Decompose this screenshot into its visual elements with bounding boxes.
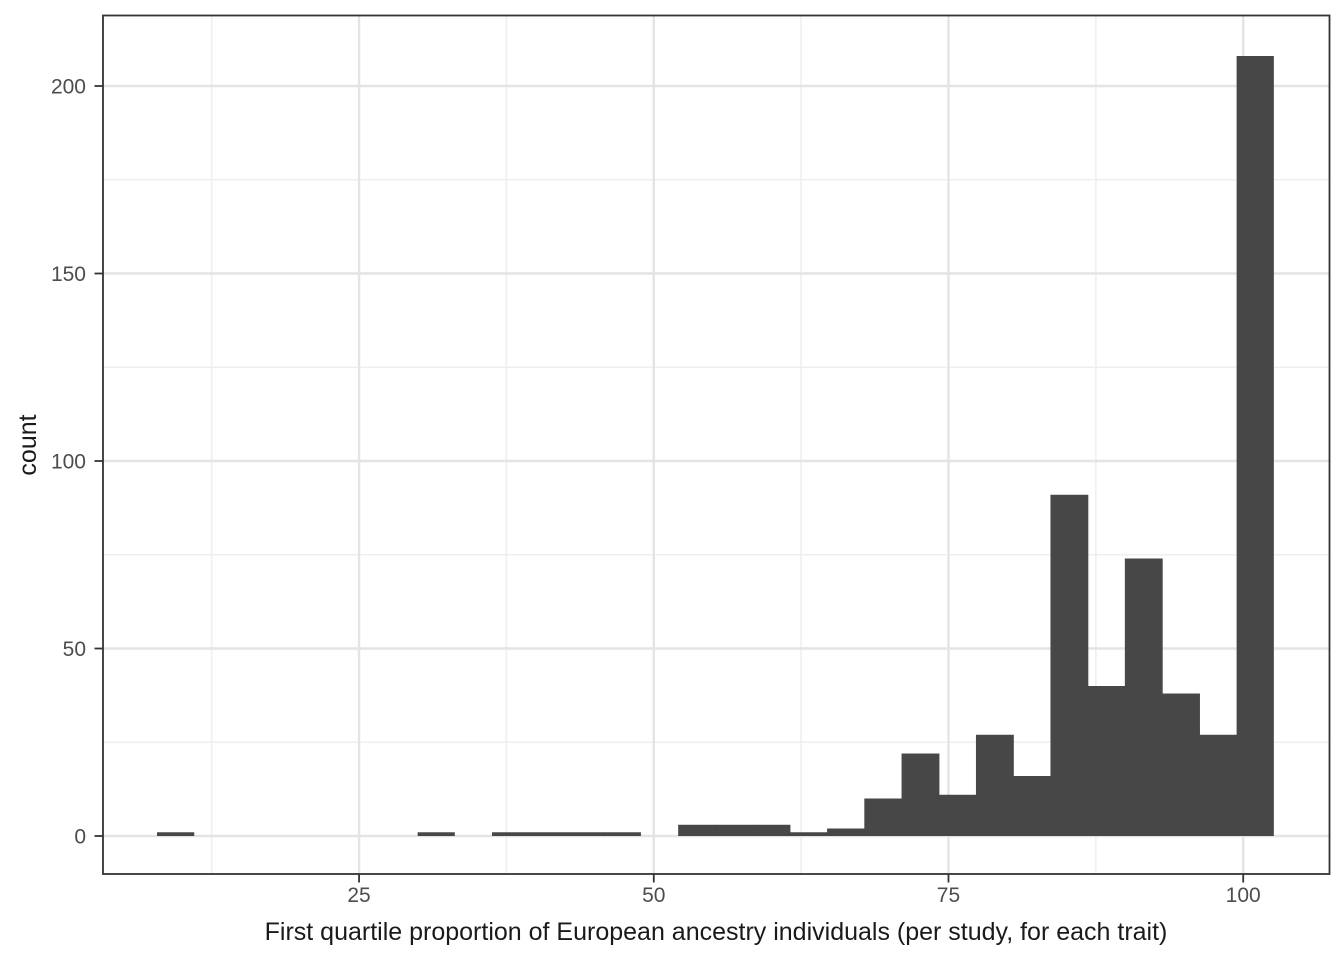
histogram-bar — [1236, 56, 1274, 837]
y-tick-label: 100 — [51, 451, 86, 474]
histogram-bar — [529, 832, 568, 837]
x-tick-label: 75 — [937, 884, 960, 907]
histogram-bar — [1050, 494, 1089, 837]
y-tick-label: 0 — [74, 826, 86, 849]
x-tick-label: 25 — [347, 884, 370, 907]
histogram-bar — [1013, 776, 1052, 837]
histogram-bar — [1162, 693, 1200, 837]
histogram-bar — [715, 824, 754, 837]
histogram-bar — [566, 832, 605, 837]
histogram-bar — [938, 794, 977, 837]
histogram-bar — [789, 832, 828, 837]
histogram-bar — [678, 824, 717, 837]
y-tick-label: 50 — [63, 638, 86, 661]
x-axis-title: First quartile proportion of European an… — [265, 918, 1168, 946]
y-axis-title: count — [14, 414, 42, 475]
x-axis-tick-labels: 25 50 75 100 — [347, 884, 1260, 907]
gridlines-minor — [103, 15, 1330, 874]
y-tick-label: 150 — [51, 263, 86, 286]
histogram-bar — [901, 753, 940, 837]
histogram-bar — [1199, 734, 1238, 837]
histogram-bar — [156, 832, 195, 837]
histogram-bar — [1087, 686, 1126, 837]
x-tick-label: 50 — [642, 884, 665, 907]
histogram-bar — [827, 828, 865, 837]
histogram-bar — [864, 798, 903, 837]
panel-border — [102, 14, 1331, 875]
y-axis-tick-labels: 0 50 100 150 200 — [51, 76, 86, 849]
histogram-bar — [752, 824, 791, 837]
axis-ticks — [94, 85, 1245, 883]
y-tick-label: 200 — [51, 76, 86, 99]
histogram-bars — [156, 56, 1274, 837]
histogram-bar — [975, 734, 1014, 837]
histogram-bar — [492, 832, 530, 837]
histogram-bar — [417, 832, 455, 837]
histogram-bar — [603, 832, 641, 837]
histogram-bar — [1124, 558, 1163, 837]
x-tick-label: 100 — [1226, 884, 1261, 907]
